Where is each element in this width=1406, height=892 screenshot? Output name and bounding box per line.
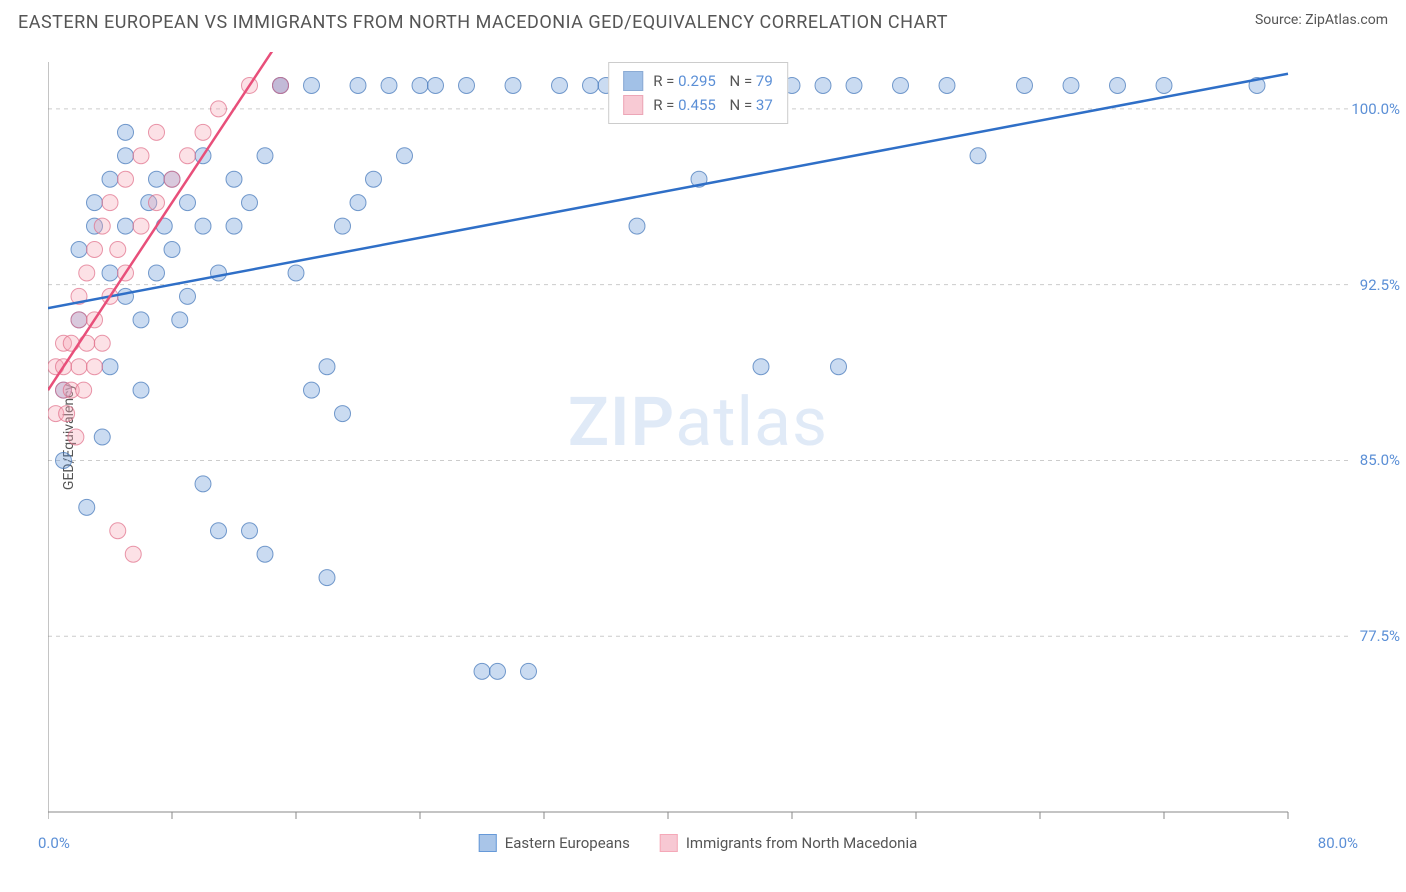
y-tick-label: 85.0%	[1360, 451, 1400, 469]
legend-item-0: Eastern Europeans	[479, 834, 630, 852]
stats-row-0: R = 0.295 N = 79	[623, 69, 773, 93]
legend-swatch-icon	[660, 834, 678, 852]
stats-swatch-icon	[623, 71, 643, 91]
y-tick-label: 92.5%	[1360, 276, 1400, 294]
x-tick-first: 0.0%	[38, 834, 70, 852]
header: EASTERN EUROPEAN VS IMMIGRANTS FROM NORT…	[0, 0, 1406, 41]
source-label: Source: ZipAtlas.com	[1255, 12, 1388, 28]
stats-row-1: R = 0.455 N = 37	[623, 93, 773, 117]
stats-legend: R = 0.295 N = 79 R = 0.455 N = 37	[608, 62, 788, 124]
scatter-plot	[48, 52, 1348, 822]
chart-area: GED/Equivalency ZIPatlas R = 0.295 N = 7…	[48, 52, 1348, 822]
legend-item-1: Immigrants from North Macedonia	[660, 834, 917, 852]
stats-swatch-icon	[623, 95, 643, 115]
x-tick-last: 80.0%	[1318, 834, 1358, 852]
y-tick-label: 100.0%	[1351, 100, 1400, 118]
legend-swatch-icon	[479, 834, 497, 852]
bottom-legend: Eastern Europeans Immigrants from North …	[479, 834, 918, 852]
y-tick-label: 77.5%	[1360, 627, 1400, 645]
chart-title: EASTERN EUROPEAN VS IMMIGRANTS FROM NORT…	[18, 12, 948, 33]
